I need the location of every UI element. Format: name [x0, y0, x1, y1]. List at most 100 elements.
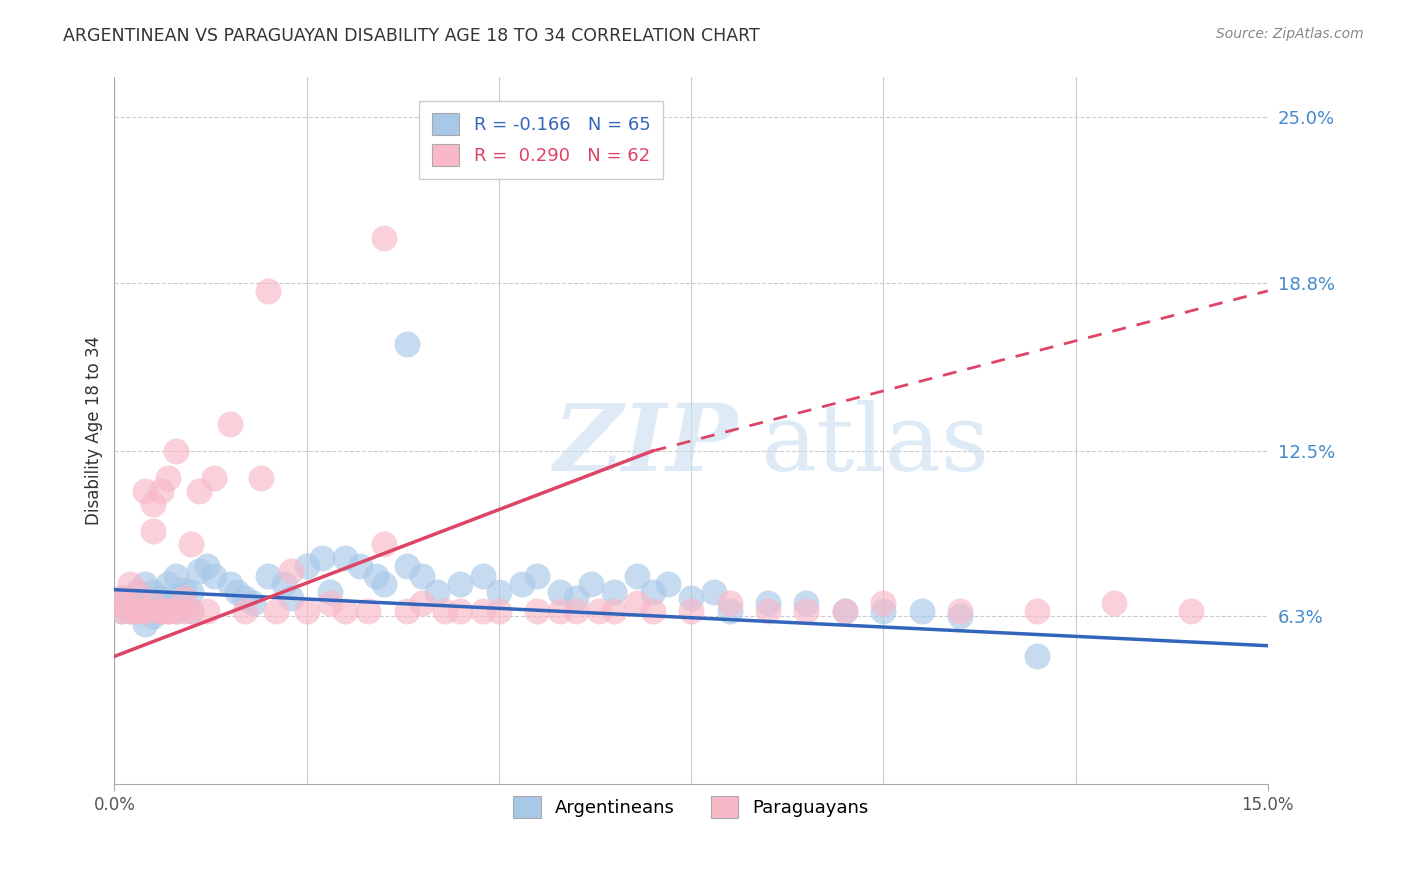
Point — [226, 585, 249, 599]
Point — [349, 558, 371, 573]
Point — [872, 596, 894, 610]
Point — [127, 604, 149, 618]
Point — [703, 585, 725, 599]
Text: Source: ZipAtlas.com: Source: ZipAtlas.com — [1216, 27, 1364, 41]
Point — [257, 284, 280, 298]
Point — [949, 604, 972, 618]
Point — [165, 569, 187, 583]
Point — [872, 604, 894, 618]
Point — [202, 569, 225, 583]
Point — [188, 564, 211, 578]
Point — [111, 591, 134, 605]
Point — [333, 550, 356, 565]
Point — [142, 585, 165, 599]
Point — [127, 604, 149, 618]
Point — [180, 537, 202, 551]
Point — [127, 585, 149, 599]
Point — [526, 569, 548, 583]
Point — [411, 569, 433, 583]
Point — [149, 604, 172, 618]
Point — [195, 558, 218, 573]
Point — [273, 577, 295, 591]
Point — [173, 591, 195, 605]
Point — [111, 596, 134, 610]
Point — [134, 604, 156, 618]
Point — [603, 604, 626, 618]
Point — [157, 604, 180, 618]
Legend: Argentineans, Paraguayans: Argentineans, Paraguayans — [506, 789, 876, 825]
Point — [373, 537, 395, 551]
Point — [202, 470, 225, 484]
Point — [373, 230, 395, 244]
Point — [395, 604, 418, 618]
Point — [142, 497, 165, 511]
Point — [165, 604, 187, 618]
Point — [718, 596, 741, 610]
Point — [626, 596, 648, 610]
Point — [233, 591, 256, 605]
Point — [472, 569, 495, 583]
Point — [834, 604, 856, 618]
Point — [111, 591, 134, 605]
Point — [333, 604, 356, 618]
Point — [257, 569, 280, 583]
Point — [488, 585, 510, 599]
Point — [796, 596, 818, 610]
Text: ARGENTINEAN VS PARAGUAYAN DISABILITY AGE 18 TO 34 CORRELATION CHART: ARGENTINEAN VS PARAGUAYAN DISABILITY AGE… — [63, 27, 761, 45]
Point — [603, 585, 626, 599]
Point — [1026, 649, 1049, 664]
Point — [626, 569, 648, 583]
Point — [565, 591, 588, 605]
Point — [118, 604, 141, 618]
Y-axis label: Disability Age 18 to 34: Disability Age 18 to 34 — [86, 336, 103, 525]
Point — [357, 604, 380, 618]
Point — [756, 596, 779, 610]
Point — [142, 609, 165, 624]
Point — [373, 577, 395, 591]
Point — [118, 577, 141, 591]
Point — [157, 604, 180, 618]
Point — [834, 604, 856, 618]
Point — [565, 604, 588, 618]
Point — [472, 604, 495, 618]
Point — [550, 585, 572, 599]
Point — [180, 585, 202, 599]
Point — [949, 609, 972, 624]
Point — [579, 577, 602, 591]
Point — [280, 564, 302, 578]
Point — [134, 483, 156, 498]
Point — [395, 558, 418, 573]
Point — [311, 550, 333, 565]
Point — [1026, 604, 1049, 618]
Point — [127, 596, 149, 610]
Point — [681, 604, 703, 618]
Point — [134, 604, 156, 618]
Point — [295, 558, 318, 573]
Point — [127, 604, 149, 618]
Point — [218, 577, 240, 591]
Point — [173, 604, 195, 618]
Point — [111, 604, 134, 618]
Point — [149, 604, 172, 618]
Point — [588, 604, 610, 618]
Point — [718, 604, 741, 618]
Point — [1180, 604, 1202, 618]
Point — [242, 596, 264, 610]
Point — [157, 577, 180, 591]
Point — [426, 585, 449, 599]
Point — [180, 604, 202, 618]
Point — [149, 604, 172, 618]
Point — [641, 604, 664, 618]
Point — [142, 596, 165, 610]
Point — [142, 604, 165, 618]
Point — [434, 604, 457, 618]
Point — [280, 591, 302, 605]
Point — [157, 470, 180, 484]
Point — [218, 417, 240, 432]
Point — [165, 604, 187, 618]
Point — [149, 591, 172, 605]
Point — [756, 604, 779, 618]
Point — [657, 577, 679, 591]
Text: atlas: atlas — [761, 401, 990, 490]
Point — [796, 604, 818, 618]
